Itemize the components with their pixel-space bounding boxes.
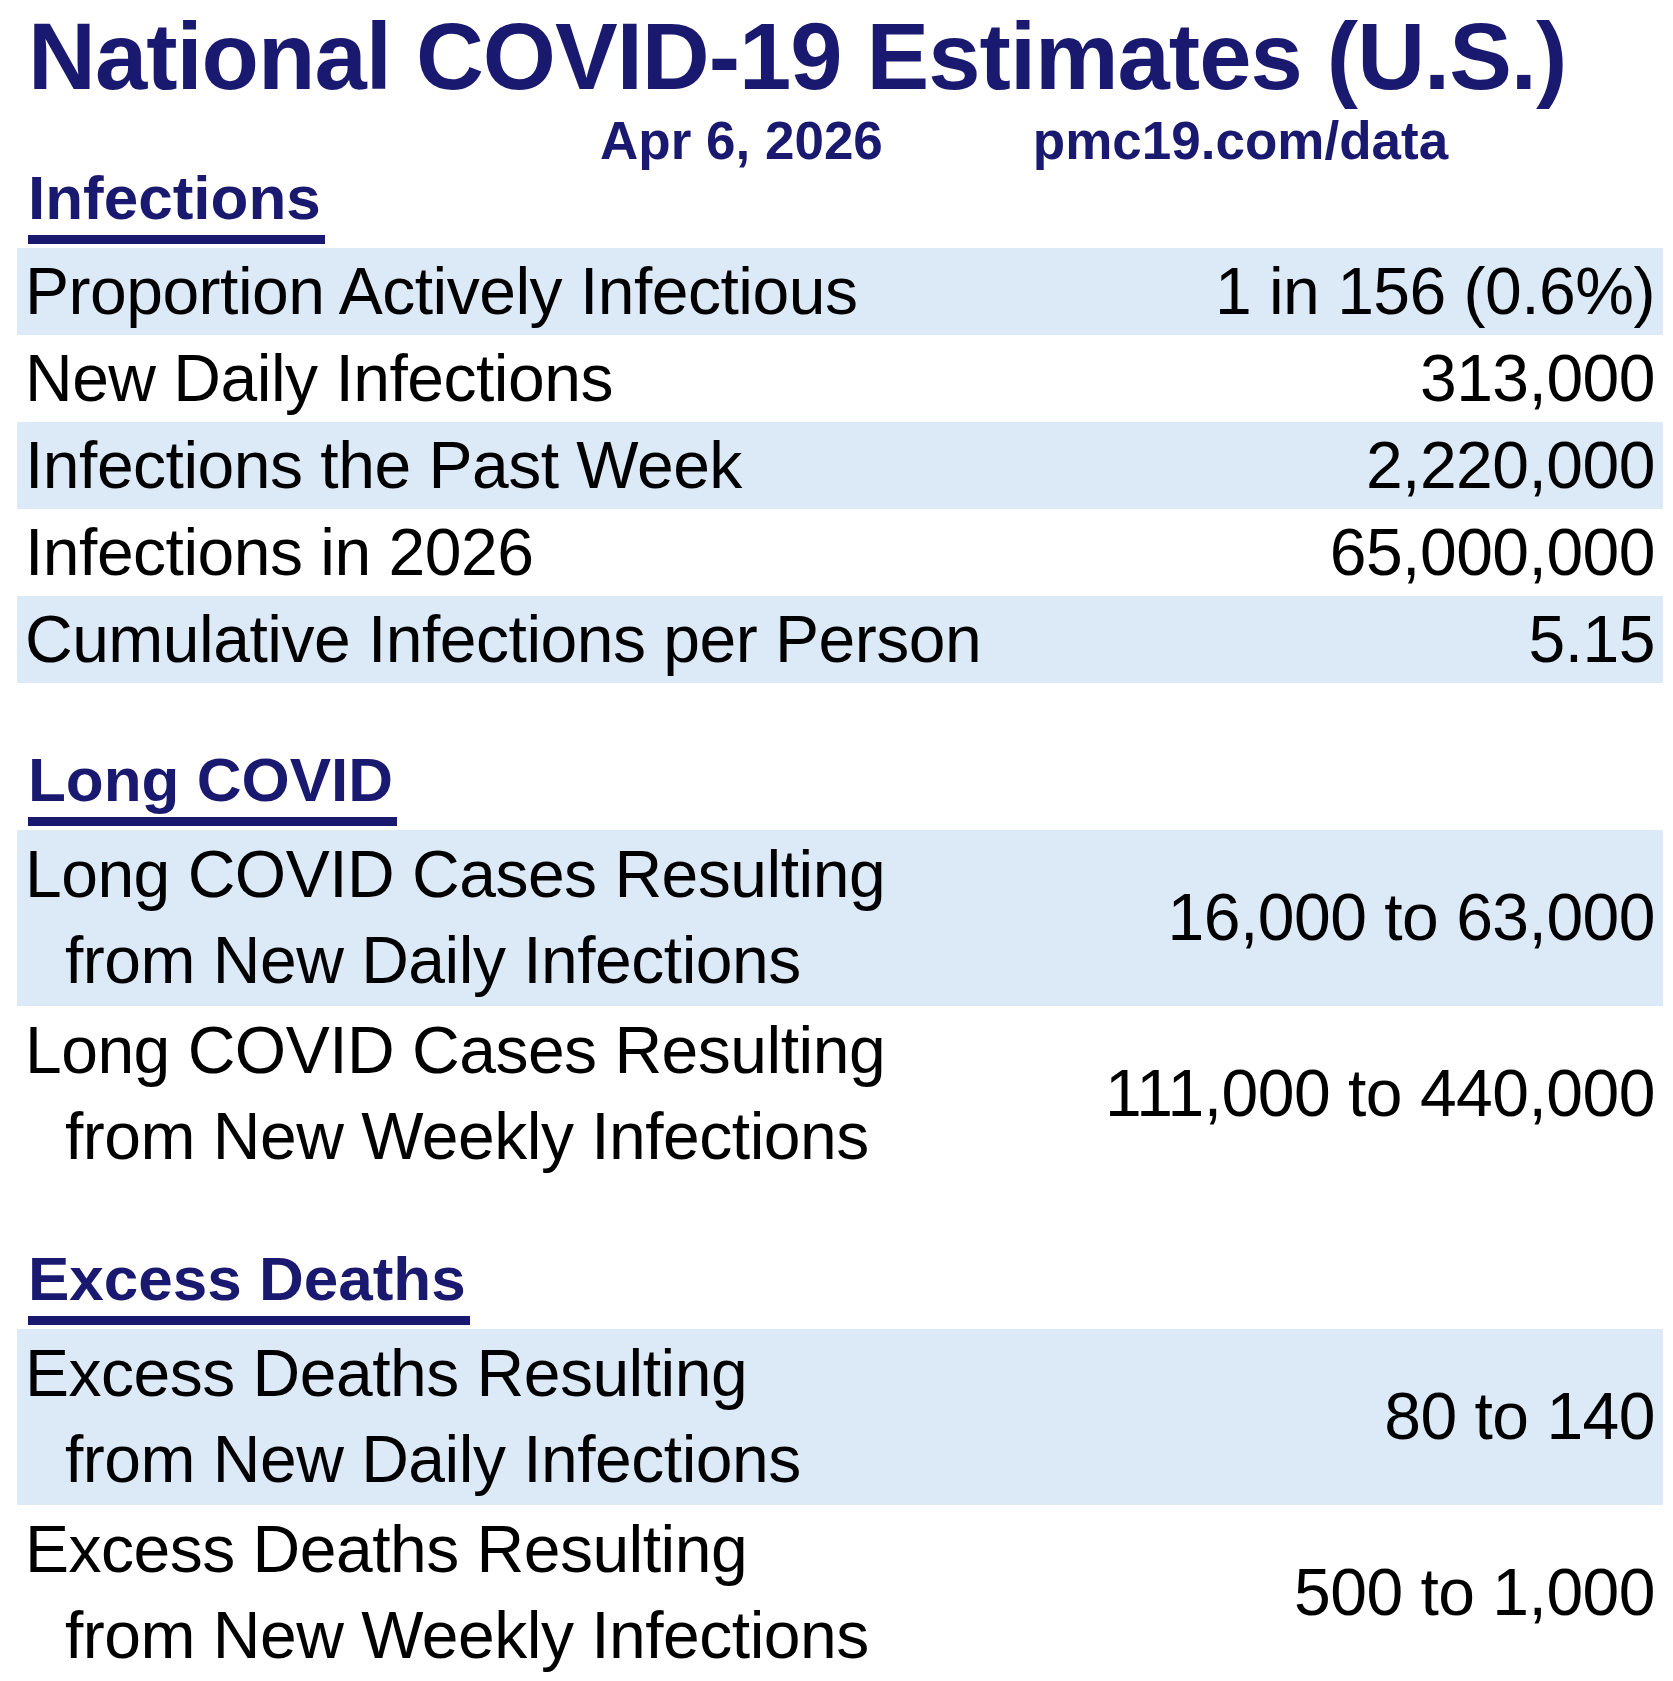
row-label: Infections the Past Week: [25, 423, 742, 509]
row-label-line2: from New Weekly Infections: [25, 1593, 869, 1679]
row-label: Excess Deaths Resulting from New Daily I…: [25, 1331, 801, 1503]
row-value: 111,000 to 440,000: [1085, 1051, 1655, 1137]
row-label: Infections in 2026: [25, 510, 533, 596]
row-value: 500 to 1,000: [1274, 1550, 1655, 1636]
row-value: 2,220,000: [1346, 423, 1655, 509]
section-excess-deaths: Excess Deaths Excess Deaths Resulting fr…: [0, 1248, 1673, 1681]
table-row: Long COVID Cases Resulting from New Week…: [17, 1006, 1663, 1182]
table-row: Excess Deaths Resulting from New Weekly …: [17, 1505, 1663, 1681]
row-label: Long COVID Cases Resulting from New Dail…: [25, 832, 885, 1004]
table-row: Infections in 2026 65,000,000: [17, 509, 1663, 596]
header-meta: Apr 6, 2026 pmc19.com/data: [600, 114, 1673, 167]
table-row: Infections the Past Week 2,220,000: [17, 422, 1663, 509]
row-value: 5.15: [1509, 597, 1655, 683]
row-label: Long COVID Cases Resulting from New Week…: [25, 1008, 885, 1180]
page-title: National COVID-19 Estimates (U.S.): [28, 10, 1673, 104]
section-heading-excess-deaths: Excess Deaths: [28, 1248, 470, 1325]
row-label: New Daily Infections: [25, 336, 613, 422]
section-infections: Infections Proportion Actively Infectiou…: [0, 167, 1673, 683]
row-label-line1: Long COVID Cases Resulting: [25, 1008, 885, 1094]
table-row: Long COVID Cases Resulting from New Dail…: [17, 830, 1663, 1006]
row-value: 80 to 140: [1364, 1374, 1655, 1460]
covid-estimates-infographic: National COVID-19 Estimates (U.S.) Apr 6…: [0, 10, 1673, 1681]
infections-table: Proportion Actively Infectious 1 in 156 …: [17, 248, 1663, 683]
row-value: 65,000,000: [1310, 510, 1655, 596]
excess-deaths-table: Excess Deaths Resulting from New Daily I…: [17, 1329, 1663, 1681]
row-label: Cumulative Infections per Person: [25, 597, 981, 683]
table-row: Proportion Actively Infectious 1 in 156 …: [17, 248, 1663, 335]
row-label: Excess Deaths Resulting from New Weekly …: [25, 1507, 869, 1679]
long-covid-table: Long COVID Cases Resulting from New Dail…: [17, 830, 1663, 1182]
table-row: Cumulative Infections per Person 5.15: [17, 596, 1663, 683]
row-label-line2: from New Daily Infections: [25, 1417, 801, 1503]
row-label-line2: from New Daily Infections: [25, 918, 885, 1004]
row-value: 1 in 156 (0.6%): [1195, 249, 1655, 335]
table-row: Excess Deaths Resulting from New Daily I…: [17, 1329, 1663, 1505]
row-label-line1: Excess Deaths Resulting: [25, 1507, 869, 1593]
row-label: Proportion Actively Infectious: [25, 249, 857, 335]
table-row: New Daily Infections 313,000: [17, 335, 1663, 422]
row-label-line1: Excess Deaths Resulting: [25, 1331, 801, 1417]
section-long-covid: Long COVID Long COVID Cases Resulting fr…: [0, 749, 1673, 1182]
row-label-line2: from New Weekly Infections: [25, 1094, 885, 1180]
report-date: Apr 6, 2026: [600, 114, 883, 167]
source-url: pmc19.com/data: [1033, 114, 1448, 167]
row-label-line1: Long COVID Cases Resulting: [25, 832, 885, 918]
section-heading-long-covid: Long COVID: [28, 749, 397, 826]
row-value: 313,000: [1400, 336, 1655, 422]
row-value: 16,000 to 63,000: [1148, 875, 1655, 961]
section-heading-infections: Infections: [28, 167, 325, 244]
